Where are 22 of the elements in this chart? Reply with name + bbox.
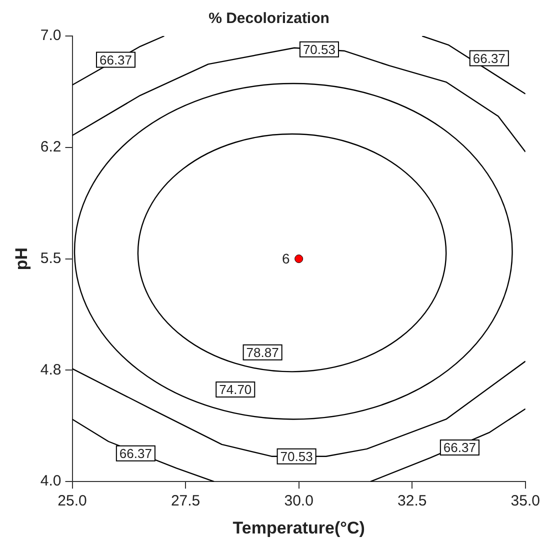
y-tick-label: 5.5 <box>40 250 62 267</box>
x-tick-label: 27.5 <box>170 492 200 510</box>
x-tick-label: 25.0 <box>58 492 87 510</box>
annotation: 66.37 <box>99 52 132 68</box>
x-tick-label: 35.0 <box>510 492 540 510</box>
y-tick-label: 4.8 <box>40 361 62 378</box>
x-axis-title: Temperature(°C) <box>232 518 365 538</box>
annotation: 66.37 <box>472 50 506 66</box>
y-tick-label: 4.0 <box>40 472 62 490</box>
annotation: 70.53 <box>280 448 313 464</box>
annotation: 78.87 <box>246 344 279 360</box>
y-axis-title: pH <box>12 247 31 270</box>
y-tick-label: 6.2 <box>40 138 62 156</box>
annotation: 66.37 <box>443 440 476 456</box>
annotation: 74.70 <box>219 382 252 398</box>
annotation: 66.37 <box>119 446 152 461</box>
y-tick-label: 7.0 <box>40 27 62 44</box>
data-label: 6 <box>282 250 290 267</box>
x-tick-label: 32.5 <box>398 492 427 510</box>
annotation: 70.53 <box>302 42 336 57</box>
chart-title: % Decolorization <box>208 10 330 28</box>
x-tick-label: 30.0 <box>284 492 314 510</box>
